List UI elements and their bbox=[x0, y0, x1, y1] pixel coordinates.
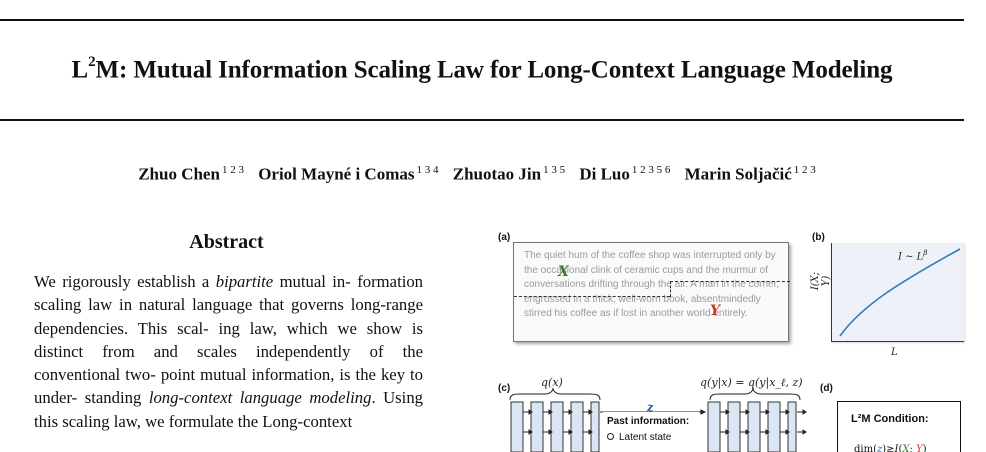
token-block bbox=[530, 401, 544, 452]
partition-dash-right bbox=[670, 281, 790, 282]
panel-b-x-axis-label: L bbox=[891, 347, 898, 358]
top-rule bbox=[0, 19, 964, 21]
token-block bbox=[550, 401, 564, 452]
past-information-item: Latent state bbox=[607, 432, 671, 443]
author-name: Oriol Mayné i Comas bbox=[258, 164, 415, 184]
bottom-rule bbox=[0, 119, 964, 121]
panel-a-text-box: The quiet hum of the coffee shop was int… bbox=[513, 242, 790, 342]
author-affiliations: 1 2 3 5 6 bbox=[631, 164, 671, 176]
token-block bbox=[747, 401, 761, 452]
token-block bbox=[510, 401, 524, 452]
token-block bbox=[590, 401, 600, 452]
model-diagram bbox=[509, 388, 807, 452]
variable-x: X bbox=[558, 264, 569, 280]
past-information-title: Past information: bbox=[607, 416, 690, 427]
l2m-condition-title: L²M Condition: bbox=[851, 413, 929, 425]
panel-d-label: (d) bbox=[820, 383, 833, 394]
author-name: Zhuo Chen bbox=[138, 164, 220, 184]
token-block bbox=[787, 401, 797, 452]
author-list: Zhuo Chen 1 2 3 Oriol Mayné i Comas 1 3 4 … bbox=[0, 164, 964, 185]
l2m-condition-box: L²M Condition: dim(z)≳I(X; Y) bbox=[837, 401, 961, 452]
author-name: Di Luo bbox=[579, 164, 630, 184]
latent-state-label: z bbox=[647, 401, 654, 414]
token-block bbox=[707, 401, 721, 452]
variable-y: Y bbox=[710, 303, 720, 319]
author-affiliations: 1 2 3 bbox=[221, 164, 244, 176]
panel-a-label: (a) bbox=[498, 232, 511, 243]
panel-c-label: (c) bbox=[498, 383, 511, 394]
token-block bbox=[767, 401, 781, 452]
author-name: Zhuotao Jin bbox=[452, 164, 542, 184]
decoder-label: q(y|x) = q(y|x_ℓ, z) bbox=[700, 376, 803, 389]
author-affiliations: 1 3 5 bbox=[543, 164, 566, 176]
abstract-body: We rigorously establish a bipartite mutu… bbox=[34, 272, 424, 431]
encoder-label: q(x) bbox=[541, 376, 563, 389]
past-information-box: Past information: Latent state bbox=[603, 412, 699, 452]
token-block bbox=[727, 401, 741, 452]
author-name: Marin Soljačić bbox=[684, 164, 792, 184]
left-brace bbox=[509, 388, 601, 401]
partition-dash-left bbox=[514, 296, 670, 297]
bullet-icon bbox=[607, 433, 614, 440]
panel-b-y-axis-label: I(X; Y) bbox=[810, 271, 832, 291]
scaling-curve bbox=[839, 248, 961, 337]
panel-b-label: (b) bbox=[812, 232, 825, 243]
scaling-curve-plot bbox=[839, 248, 961, 337]
author-affiliations: 1 2 3 bbox=[793, 164, 816, 176]
abstract-heading: Abstract bbox=[189, 231, 264, 253]
panel-a-passage: The quiet hum of the coffee shop was int… bbox=[524, 250, 780, 320]
panel-b-plot: I ∼ Lβ bbox=[831, 243, 964, 342]
partition-dash-mid bbox=[670, 281, 671, 297]
token-block bbox=[570, 401, 584, 452]
paper-title: L2M: Mutual Information Scaling Law for … bbox=[71, 54, 893, 84]
right-brace bbox=[709, 388, 801, 401]
author-affiliations: 1 3 4 bbox=[416, 164, 439, 176]
l2m-condition-formula: dim(z)≳I(X; Y) bbox=[854, 444, 927, 452]
scaling-law-formula: I ∼ Lβ bbox=[898, 249, 928, 263]
